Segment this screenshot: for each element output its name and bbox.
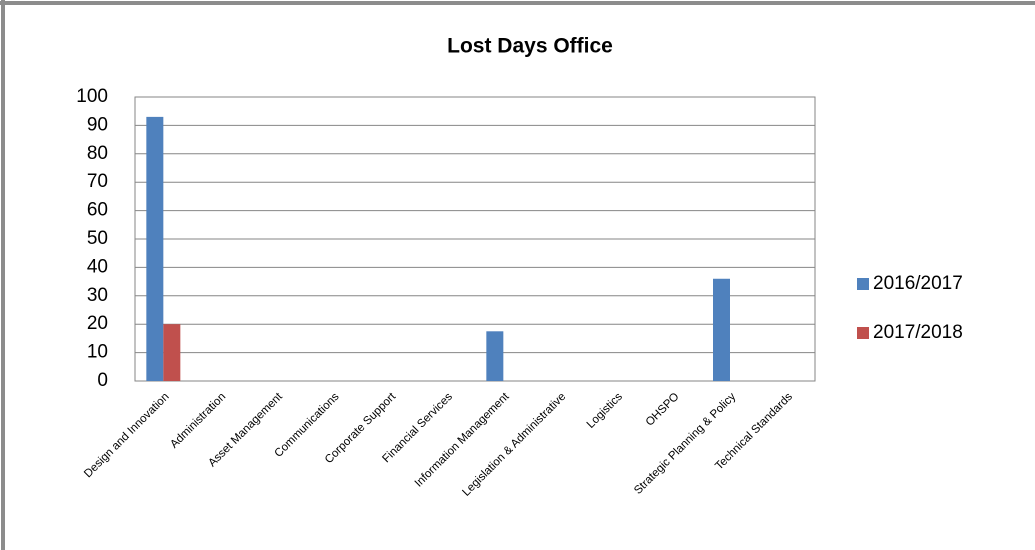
y-tick-label: 90 xyxy=(87,114,108,135)
bar xyxy=(163,324,181,381)
y-tick-label: 60 xyxy=(87,200,108,221)
y-tick-label: 50 xyxy=(87,228,108,249)
y-tick-label: 40 xyxy=(87,256,108,277)
legend-label: 2016/2017 xyxy=(873,273,963,294)
bar xyxy=(146,116,164,381)
y-tick-label: 10 xyxy=(87,342,108,363)
legend-swatch xyxy=(857,327,869,339)
legend-label: 2017/2018 xyxy=(873,322,963,343)
bar xyxy=(486,331,504,381)
chart-title: Lost Days Office xyxy=(447,35,613,58)
plot-border xyxy=(134,96,816,382)
y-tick-label: 100 xyxy=(76,86,108,107)
y-tick-label: 20 xyxy=(87,313,108,334)
legend-swatch xyxy=(857,278,869,290)
y-tick-label: 30 xyxy=(87,285,108,306)
bar xyxy=(713,278,730,381)
y-tick-label: 70 xyxy=(87,171,108,192)
y-tick-label: 80 xyxy=(87,143,108,164)
y-tick-label: 0 xyxy=(97,370,108,391)
